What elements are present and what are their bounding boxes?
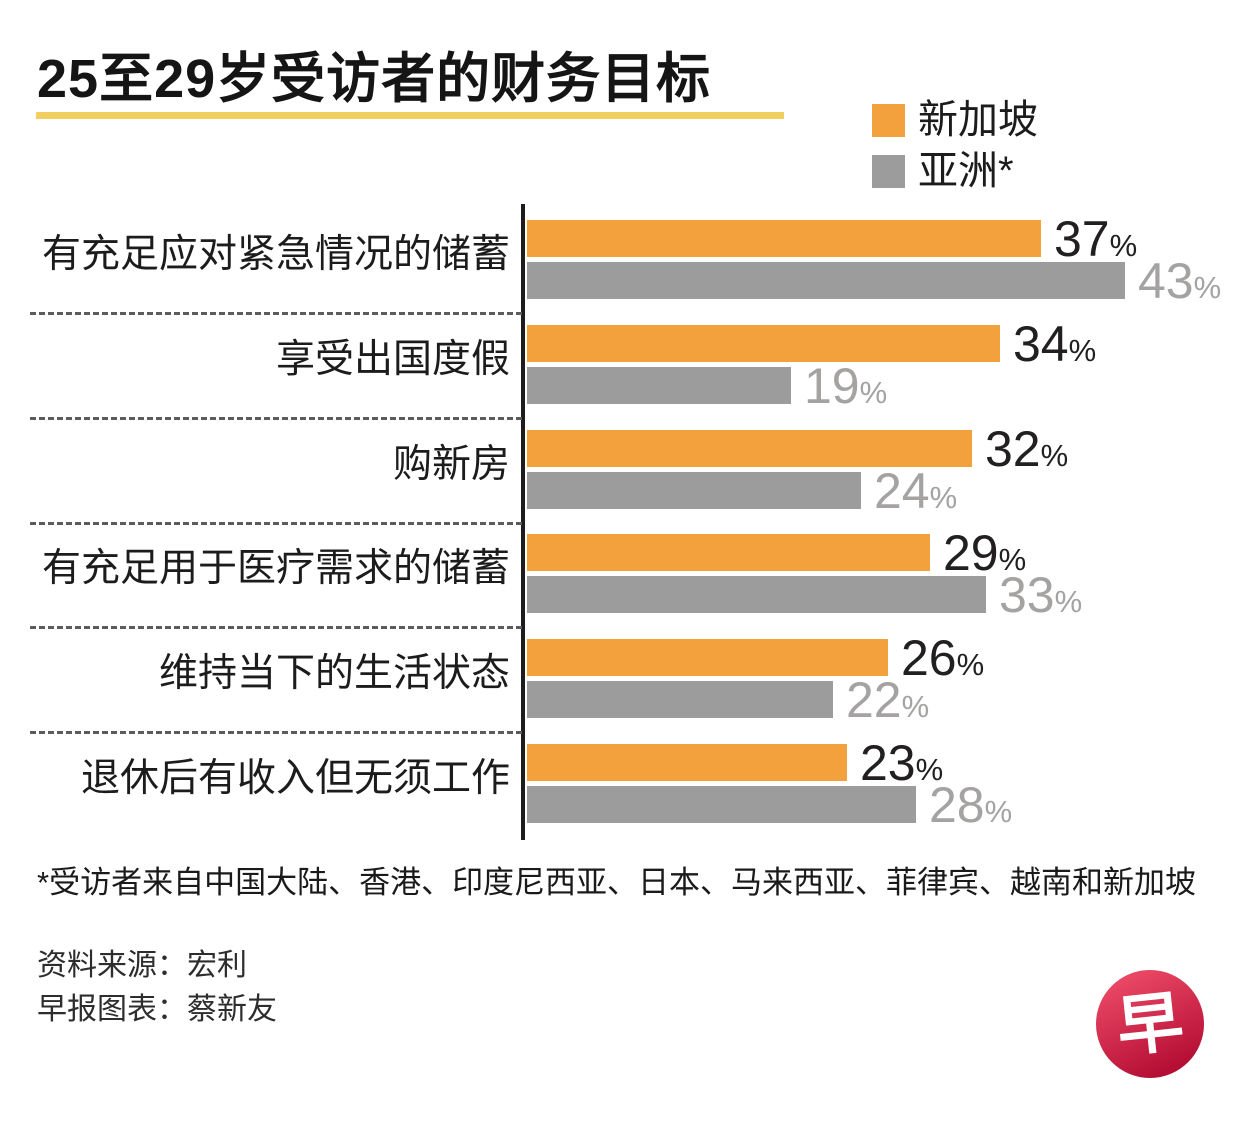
zaobao-logo: 早	[1096, 970, 1204, 1078]
bar-asia	[527, 681, 833, 718]
value-label-singapore: 34%	[1013, 319, 1096, 382]
legend-swatch-asia	[872, 155, 905, 188]
bar-singapore	[527, 220, 1041, 257]
value-unit: %	[1109, 228, 1138, 263]
grouped-bar-chart: 有充足应对紧急情况的储蓄 37% 43% 享受出国度假 34% 19% 购新房 32% 24% 有…	[30, 204, 1221, 843]
value-label-asia: 24%	[874, 466, 957, 529]
value-label-asia: 19%	[804, 361, 887, 424]
bar-singapore	[527, 430, 972, 467]
value-number: 23	[860, 735, 916, 791]
bar-asia	[527, 262, 1125, 299]
bar-singapore	[527, 534, 930, 571]
category-label: 退休后有收入但无须工作	[80, 757, 510, 800]
legend-label-asia: 亚洲*	[918, 149, 1014, 193]
category-label: 购新房	[392, 443, 510, 486]
legend-swatch-singapore	[872, 104, 905, 137]
source-line: 资料来源：宏利	[37, 949, 247, 982]
value-label-singapore: 37%	[1054, 214, 1137, 277]
footnote: *受访者来自中国大陆、香港、印度尼西亚、日本、马来西亚、菲律宾、越南和新加坡	[37, 865, 1197, 900]
value-unit: %	[984, 794, 1013, 829]
value-number: 19	[804, 358, 860, 414]
row-separator	[30, 522, 522, 525]
row-separator	[30, 626, 522, 629]
credit-line: 早报图表：蔡新友	[37, 993, 277, 1026]
value-number: 32	[985, 421, 1041, 477]
row-separator	[30, 417, 522, 420]
value-label-singapore: 23%	[860, 738, 943, 801]
value-label-singapore: 29%	[943, 528, 1026, 591]
value-number: 33	[999, 567, 1055, 623]
value-number: 37	[1054, 211, 1110, 267]
baseline-axis	[521, 204, 525, 840]
value-number: 28	[929, 777, 985, 833]
value-unit: %	[929, 480, 958, 515]
row-separator	[30, 731, 522, 734]
category-label: 有充足用于医疗需求的储蓄	[41, 547, 510, 590]
category-label: 有充足应对紧急情况的储蓄	[41, 233, 510, 276]
value-label-asia: 22%	[846, 675, 929, 738]
bar-asia	[527, 367, 791, 404]
legend-label-singapore: 新加坡	[918, 98, 1038, 142]
legend-item-singapore: 新加坡	[872, 98, 1038, 142]
value-unit: %	[956, 647, 985, 682]
title-underline	[36, 112, 784, 119]
value-unit: %	[1040, 438, 1069, 473]
value-number: 29	[943, 525, 999, 581]
value-unit: %	[901, 689, 930, 724]
value-unit: %	[1193, 270, 1222, 305]
bar-singapore	[527, 744, 847, 781]
value-unit: %	[998, 542, 1027, 577]
bar-singapore	[527, 639, 888, 676]
category-label: 维持当下的生活状态	[158, 652, 510, 695]
value-number: 34	[1013, 316, 1069, 372]
bar-asia	[527, 786, 916, 823]
value-number: 43	[1138, 253, 1194, 309]
page-title: 25至29岁受访者的财务目标	[37, 49, 712, 109]
value-unit: %	[915, 752, 944, 787]
value-label-singapore: 26%	[901, 633, 984, 696]
value-unit: %	[1068, 333, 1097, 368]
value-unit: %	[859, 375, 888, 410]
bar-asia	[527, 576, 986, 613]
value-label-singapore: 32%	[985, 424, 1068, 487]
value-unit: %	[1054, 584, 1083, 619]
value-label-asia: 43%	[1138, 256, 1221, 319]
legend-item-asia: 亚洲*	[872, 149, 1038, 193]
row-separator	[30, 312, 522, 315]
bar-asia	[527, 472, 861, 509]
value-label-asia: 28%	[929, 780, 1012, 843]
value-number: 26	[901, 630, 957, 686]
value-number: 22	[846, 672, 902, 728]
legend: 新加坡 亚洲*	[872, 98, 1038, 206]
bar-singapore	[527, 325, 1000, 362]
category-label: 享受出国度假	[275, 338, 510, 381]
zaobao-logo-glyph: 早	[1113, 983, 1187, 1065]
value-label-asia: 33%	[999, 570, 1082, 633]
value-number: 24	[874, 463, 930, 519]
